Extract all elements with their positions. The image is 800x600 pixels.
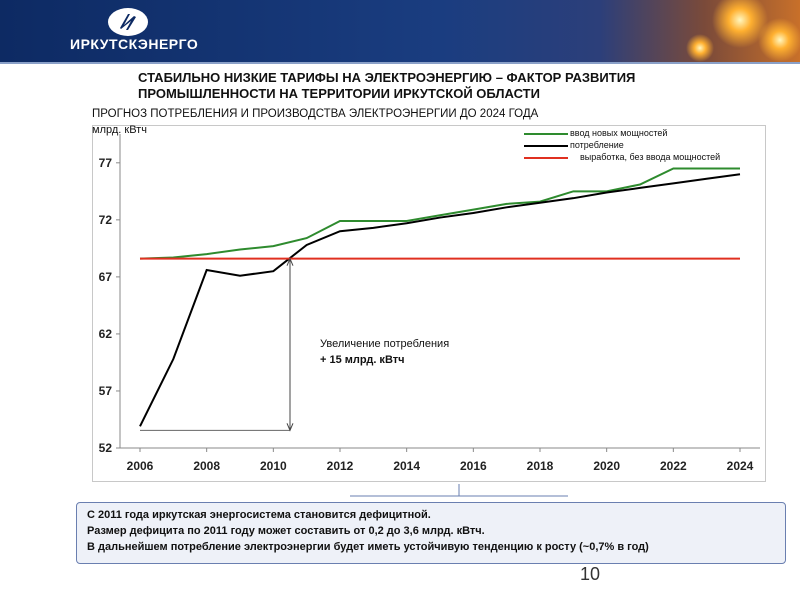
page-number: 10	[580, 564, 601, 584]
logo-text: ИРКУТСКЭНЕРГО	[70, 36, 199, 52]
legend-label: потребление	[570, 140, 624, 150]
legend-swatch-green	[524, 133, 568, 135]
y-tick-label: 57	[99, 384, 113, 398]
legend-swatch-black	[524, 145, 568, 147]
sparks-decoration-icon	[686, 0, 800, 62]
x-tick-label: 2006	[127, 459, 154, 473]
header-stripe	[0, 62, 800, 64]
series-line-new-capacity	[139, 167, 740, 260]
legend-label: ввод новых мощностей	[570, 128, 668, 138]
y-axis-unit-label: млрд. кВтч	[92, 124, 147, 136]
x-tick-label: 2010	[260, 459, 287, 473]
info-line-1: С 2011 года иркутская энергосистема стан…	[87, 509, 431, 521]
annotation-arrow-head-bottom	[286, 423, 294, 432]
y-tick-label: 52	[99, 441, 113, 455]
y-tick-label: 67	[99, 270, 113, 284]
chart-subtitle: ПРОГНОЗ ПОТРЕБЛЕНИЯ И ПРОИЗВОДСТВА ЭЛЕКТ…	[92, 108, 539, 120]
x-tick-label: 2016	[460, 459, 487, 473]
series-line-consumption	[139, 173, 741, 427]
title-line-2: ПРОМЫШЛЕННОСТИ НА ТЕРРИТОРИИ ИРКУТСКОЙ О…	[138, 86, 540, 101]
header-banner: ИРКУТСКЭНЕРГО	[0, 0, 800, 62]
annotation-line-2: + 15 млрд. кВтч	[320, 354, 405, 366]
x-tick-label: 2024	[727, 459, 754, 473]
page-title: СТАБИЛЬНО НИЗКИЕ ТАРИФЫ НА ЭЛЕКТРОЭНЕРГИ…	[138, 70, 778, 102]
x-tick-label: 2014	[393, 459, 420, 473]
logo-icon	[108, 8, 148, 36]
x-tick-label: 2022	[660, 459, 687, 473]
legend-swatch-red	[524, 157, 568, 159]
legend-label: выработка, без ввода мощностей	[580, 152, 721, 162]
info-line-2: Размер дефицита по 2011 году может соста…	[87, 525, 485, 537]
info-line-3: В дальнейшем потребление электроэнергии …	[87, 541, 649, 553]
y-tick-label: 72	[99, 213, 113, 227]
x-tick-label: 2020	[593, 459, 620, 473]
chart-annotation: Увеличение потребления + 15 млрд. кВтч	[320, 336, 449, 368]
title-line-1: СТАБИЛЬНО НИЗКИЕ ТАРИФЫ НА ЭЛЕКТРОЭНЕРГИ…	[138, 70, 636, 85]
x-tick-label: 2012	[327, 459, 354, 473]
chart-frame	[92, 125, 766, 482]
info-box: С 2011 года иркутская энергосистема стан…	[76, 502, 786, 564]
x-tick-label: 2018	[527, 459, 554, 473]
annotation-line-1: Увеличение потребления	[320, 338, 450, 350]
y-tick-label: 77	[99, 156, 113, 170]
annotation-arrow-head-top	[286, 257, 294, 266]
x-tick-label: 2008	[193, 459, 220, 473]
y-tick-label: 62	[99, 327, 113, 341]
